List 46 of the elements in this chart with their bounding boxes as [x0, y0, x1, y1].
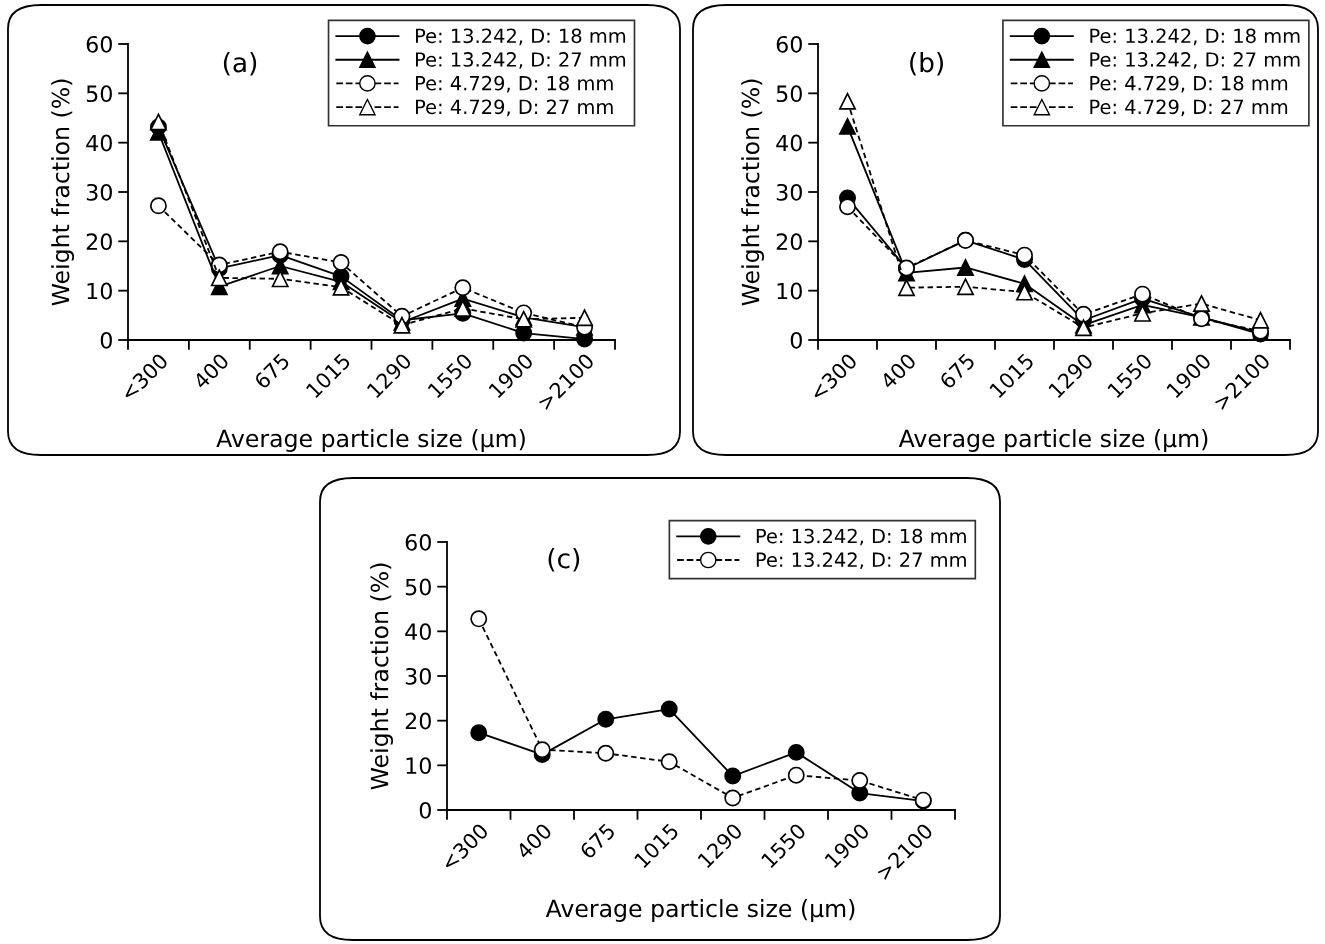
y-tick-label: 50 [405, 578, 431, 596]
y-tick-label: 30 [405, 667, 431, 685]
y-tick-label: 10 [777, 282, 802, 300]
legend-label: Pe: 13.242, D: 18 mm [756, 528, 966, 546]
y-axis-title: Weight fraction (%) [741, 79, 765, 306]
y-tick-label: 0 [790, 331, 802, 349]
y-tick-label: 20 [405, 712, 431, 730]
y-tick-label: 40 [86, 134, 112, 152]
chart-title: (b) [910, 51, 943, 76]
legend-label: Pe: 13.242, D: 27 mm [1090, 52, 1300, 69]
x-tick-label: 675 [253, 352, 291, 390]
y-tick-label: 20 [776, 233, 802, 251]
y-tick-label: 10 [406, 757, 431, 775]
y-tick-label: 40 [405, 623, 431, 641]
x-axis-title: Average particle size (µm) [545, 899, 855, 922]
y-tick-label: 40 [776, 134, 802, 152]
y-tick-label: 60 [776, 35, 802, 53]
x-tick-label: 400 [879, 352, 917, 390]
y-axis-title: Weight fraction (%) [51, 79, 75, 306]
y-tick-label: 10 [87, 282, 112, 300]
x-tick-label: 675 [938, 352, 976, 390]
legend-label: Pe: 4.729, D: 18 mm [1090, 75, 1288, 93]
y-tick-label: 50 [86, 85, 112, 103]
y-tick-label: 60 [405, 533, 431, 551]
x-tick-label: 400 [192, 352, 230, 390]
chart-title: (c) [548, 548, 580, 572]
y-tick-label: 60 [86, 35, 112, 53]
y-tick-label: 50 [776, 85, 802, 103]
y-tick-label: 0 [100, 331, 112, 349]
legend-label: Pe: 13.242, D: 27 mm [756, 552, 966, 570]
y-axis-title: Weight fraction (%) [370, 563, 394, 790]
legend-label: Pe: 13.242, D: 27 mm [415, 52, 626, 69]
legend-label: Pe: 13.242, D: 18 mm [1090, 28, 1300, 46]
legend-label: Pe: 4.729, D: 27 mm [1090, 99, 1288, 117]
y-tick-label: 20 [86, 233, 112, 251]
y-tick-label: 30 [86, 183, 112, 201]
chart-title: (a) [223, 51, 257, 76]
x-tick-label: 675 [578, 822, 616, 860]
x-axis-title: Average particle size (µm) [898, 429, 1208, 452]
y-tick-label: 0 [419, 801, 431, 819]
legend-label: Pe: 13.242, D: 18 mm [415, 28, 626, 46]
x-tick-label: 400 [515, 822, 553, 860]
y-tick-label: 30 [776, 183, 802, 201]
legend-label: Pe: 4.729, D: 27 mm [415, 99, 613, 117]
x-axis-title: Average particle size (µm) [216, 429, 525, 452]
legend-label: Pe: 4.729, D: 18 mm [415, 75, 613, 93]
